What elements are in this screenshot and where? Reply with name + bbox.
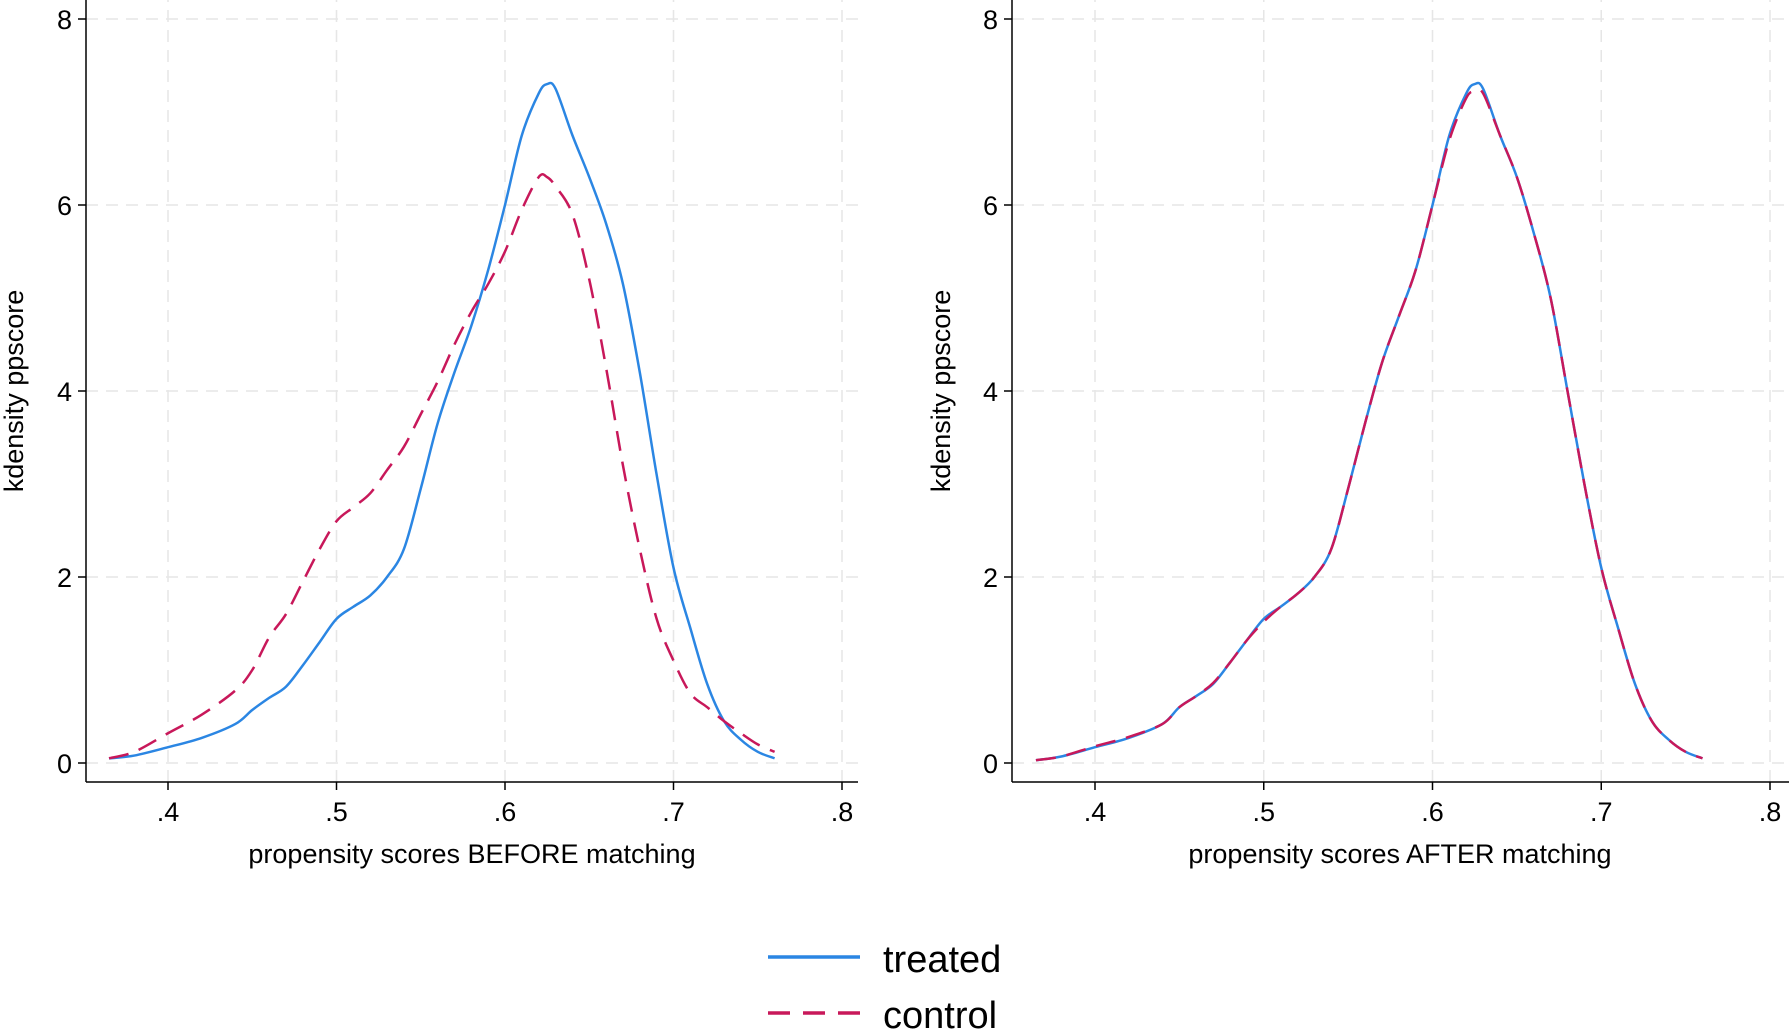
y-tick-label: 8 — [983, 5, 998, 35]
x-tick-label: .5 — [1252, 797, 1275, 827]
legend-label-control: control — [883, 995, 997, 1029]
legend: treated control — [768, 939, 1001, 1029]
x-tick-label: .6 — [1421, 797, 1444, 827]
y-tick-label: 2 — [983, 563, 998, 593]
x-tick-label: .4 — [157, 797, 180, 827]
series-line-control — [1035, 88, 1703, 762]
x-tick-label: .7 — [662, 797, 685, 827]
y-tick-label: 4 — [983, 377, 998, 407]
panel-after-matching: kdensity ppscore propensity scores AFTER… — [926, 0, 1789, 869]
x-axis-title: propensity scores AFTER matching — [1188, 839, 1611, 869]
gridlines — [1012, 0, 1789, 782]
legend-label-treated: treated — [883, 939, 1001, 981]
x-tick-label: .8 — [831, 797, 854, 827]
y-tick-label: 6 — [983, 191, 998, 221]
y-axis-title: kdensity ppscore — [0, 290, 29, 493]
y-tick-label: 4 — [57, 377, 72, 407]
y-tick-label: 0 — [57, 749, 72, 779]
y-tick-label: 2 — [57, 563, 72, 593]
gridlines — [86, 0, 858, 782]
series-line-treated — [1035, 81, 1703, 762]
y-axis-title: kdensity ppscore — [926, 290, 956, 493]
y-tick-label: 0 — [983, 749, 998, 779]
x-tick-label: .4 — [1084, 797, 1107, 827]
x-axis-title: propensity scores BEFORE matching — [248, 839, 695, 869]
x-tick-label: .6 — [494, 797, 517, 827]
x-tick-label: .5 — [325, 797, 348, 827]
series-line-control — [108, 173, 776, 760]
series-line-treated — [108, 81, 776, 760]
y-tick-label: 8 — [57, 5, 72, 35]
y-tick-label: 6 — [57, 191, 72, 221]
x-tick-label: .8 — [1759, 797, 1782, 827]
x-tick-label: .7 — [1590, 797, 1613, 827]
panel-before-matching: kdensity ppscore propensity scores BEFOR… — [0, 0, 858, 869]
